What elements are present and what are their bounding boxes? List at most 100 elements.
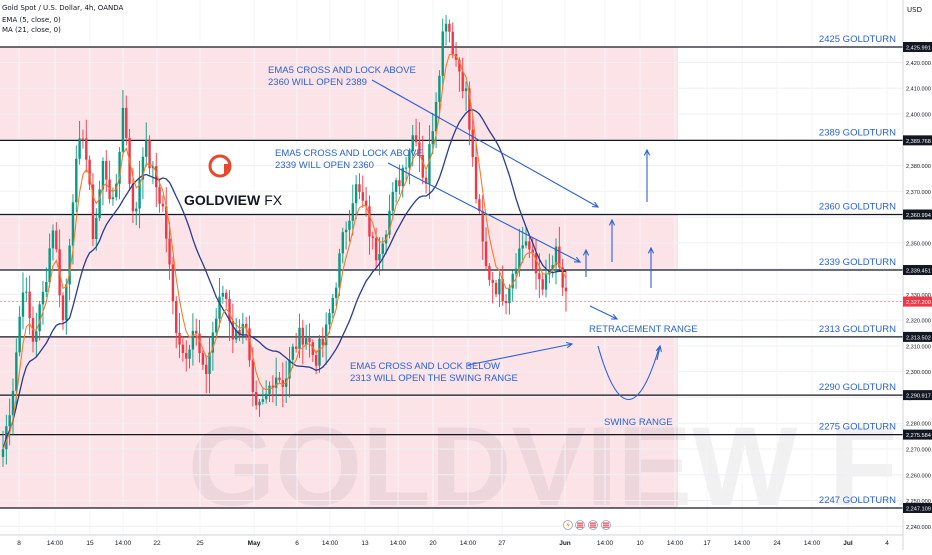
candle-body <box>411 135 414 152</box>
goldview-logo: GOLDVIEW FX <box>184 154 283 208</box>
logo-arrow-icon <box>224 164 231 176</box>
candle-body <box>328 313 331 325</box>
candle-body <box>274 377 278 388</box>
candle-body <box>561 267 564 288</box>
price-tick-label: 2,400.000 <box>906 112 931 118</box>
candle-body <box>101 160 105 190</box>
goldturn-level-label: 2247 GOLDTURN <box>819 495 896 506</box>
candle-body <box>388 210 391 235</box>
level-price-tag <box>903 42 932 52</box>
candle-body <box>488 266 491 280</box>
time-tick-label: 14:00 <box>47 540 64 547</box>
candle-body <box>105 160 108 180</box>
annotation-text: 2313 WILL OPEN THE SWING RANGE <box>350 373 518 384</box>
candle-body <box>474 157 478 200</box>
level-price-tag-text: 2,389.768 <box>906 139 931 145</box>
candle-body <box>344 229 348 233</box>
candle-body <box>55 230 58 250</box>
candle-body <box>478 199 481 212</box>
candle-body <box>151 166 155 169</box>
swing-range-curve <box>597 345 660 400</box>
candle-body <box>35 331 38 342</box>
candle-body <box>131 183 135 212</box>
price-tick-label: 2,300.000 <box>906 370 931 376</box>
flag-stripe <box>590 522 596 524</box>
candle-body <box>511 273 514 289</box>
flag-stripe <box>603 526 609 528</box>
candle-body <box>18 316 21 353</box>
candle-body <box>68 245 71 285</box>
candle-body <box>458 59 461 72</box>
flag-stripe <box>590 524 596 526</box>
candle-body <box>98 189 101 219</box>
candle-body <box>518 248 521 269</box>
candle-body <box>334 287 338 298</box>
arrow-head-icon <box>647 246 655 254</box>
time-tick-label: 8 <box>17 540 21 547</box>
chart-title[interactable]: Gold Spot / U.S. Dollar, 4h, OANDA <box>2 4 124 12</box>
candle-body <box>348 220 351 230</box>
ma-indicator-label[interactable]: MA (21, close, 0) <box>2 26 61 34</box>
time-tick-label: 4 <box>885 540 889 547</box>
level-price-tag <box>903 209 932 220</box>
goldturn-level-label: 2389 GOLDTURN <box>819 127 896 138</box>
candle-body <box>1 449 5 457</box>
candle-body <box>291 346 295 360</box>
level-price-tag <box>903 429 932 440</box>
candle-body <box>278 377 281 381</box>
flag-stripe <box>577 526 583 528</box>
candle-body <box>188 349 191 359</box>
flag-stripe <box>590 526 596 528</box>
price-tick-label: 2,310.000 <box>906 344 931 350</box>
annotation-text: EMA5 CROSS AND LOCK ABOVE <box>275 148 423 159</box>
level-price-tag-text: 2,360.994 <box>906 213 931 219</box>
candle-body <box>171 264 175 302</box>
candle-body <box>271 385 275 388</box>
candle-body <box>65 284 68 321</box>
time-tick-label: 17 <box>703 540 711 547</box>
candle-body <box>48 248 51 282</box>
candle-body <box>248 328 251 361</box>
current-price-tag-text: 2,327.200 <box>906 300 931 306</box>
level-price-tag <box>903 503 932 513</box>
candle-body <box>298 327 301 349</box>
annotation-arrow <box>589 305 618 320</box>
candle-body <box>205 364 208 374</box>
ema-indicator-label[interactable]: EMA (5, close, 0) <box>2 16 61 24</box>
candle-body <box>45 281 48 292</box>
candle-body <box>404 167 408 169</box>
candle-body <box>78 138 81 159</box>
candle-body <box>301 327 305 345</box>
time-tick-label: 14:00 <box>390 540 407 547</box>
candle-body <box>508 288 511 304</box>
time-tick-label: 25 <box>196 540 204 547</box>
candle-body <box>468 88 471 130</box>
level-price-tag <box>903 390 932 401</box>
level-price-tag-text: 2,290.917 <box>906 394 931 400</box>
candle-body <box>401 167 404 187</box>
time-tick-label: 15 <box>86 540 94 547</box>
candle-body <box>178 332 181 345</box>
candle-body <box>294 346 298 349</box>
candle-body <box>481 211 484 242</box>
candle-body <box>331 297 335 314</box>
time-tick-label: 14:00 <box>322 540 339 547</box>
candle-body <box>231 320 235 340</box>
time-tick-label: 6 <box>295 540 299 547</box>
price-tick-label: 2,240.000 <box>906 525 931 531</box>
candle-body <box>244 323 248 329</box>
price-tick-label: 2,280.000 <box>906 422 931 428</box>
candle-body <box>85 138 88 160</box>
level-price-tag-text: 2,313.502 <box>906 335 931 341</box>
flag-stripe <box>603 524 609 526</box>
candle-body <box>95 218 98 239</box>
candle-body <box>304 338 308 345</box>
candle-body <box>215 318 218 333</box>
time-tick-label: 14:00 <box>597 540 614 547</box>
candle-body <box>428 144 431 184</box>
candle-body <box>374 237 378 261</box>
candle-body <box>201 353 205 365</box>
price-tick-label: 2,320.000 <box>906 319 931 325</box>
